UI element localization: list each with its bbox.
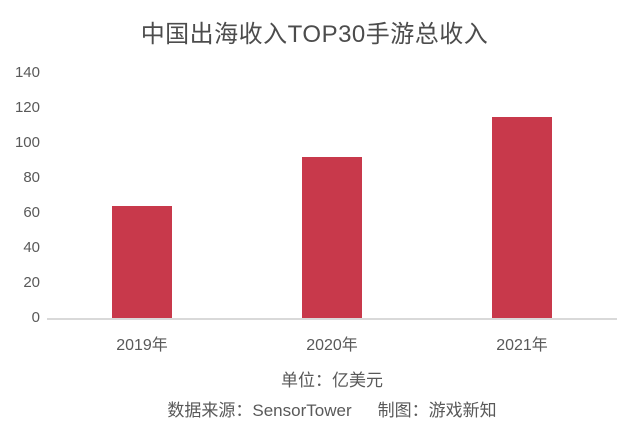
- unit-label: 单位：亿美元: [281, 371, 383, 390]
- x-tick-label: 2021年: [496, 337, 548, 354]
- x-tick-label: 2020年: [306, 337, 358, 354]
- y-tick-label: 80: [23, 169, 40, 186]
- source-credit-row: 数据来源：SensorTower 制图：游戏新知: [47, 396, 617, 421]
- y-tick-label: 60: [23, 204, 40, 221]
- plot-area: 0 20 40 60 80 100 120 140: [15, 64, 617, 326]
- bar-2020年: [302, 157, 362, 318]
- y-tick-label: 100: [14, 134, 40, 151]
- credit-label: 制图：游戏新知: [377, 401, 497, 420]
- source-label: 数据来源：SensorTower: [167, 401, 352, 420]
- y-tick-label: 20: [23, 274, 40, 291]
- y-tick-label: 140: [14, 64, 40, 81]
- chart-title: 中国出海收入TOP30手游总收入: [140, 21, 489, 48]
- bar-2019年: [112, 206, 172, 318]
- y-tick-label: 120: [14, 99, 40, 116]
- x-tick-label: 2019年: [116, 337, 168, 354]
- y-tick-label: 40: [23, 239, 40, 256]
- bar-2021年: [492, 116, 552, 318]
- y-tick-label: 0: [31, 309, 40, 326]
- x-axis-labels: 2019年 2020年 2021年: [47, 336, 617, 356]
